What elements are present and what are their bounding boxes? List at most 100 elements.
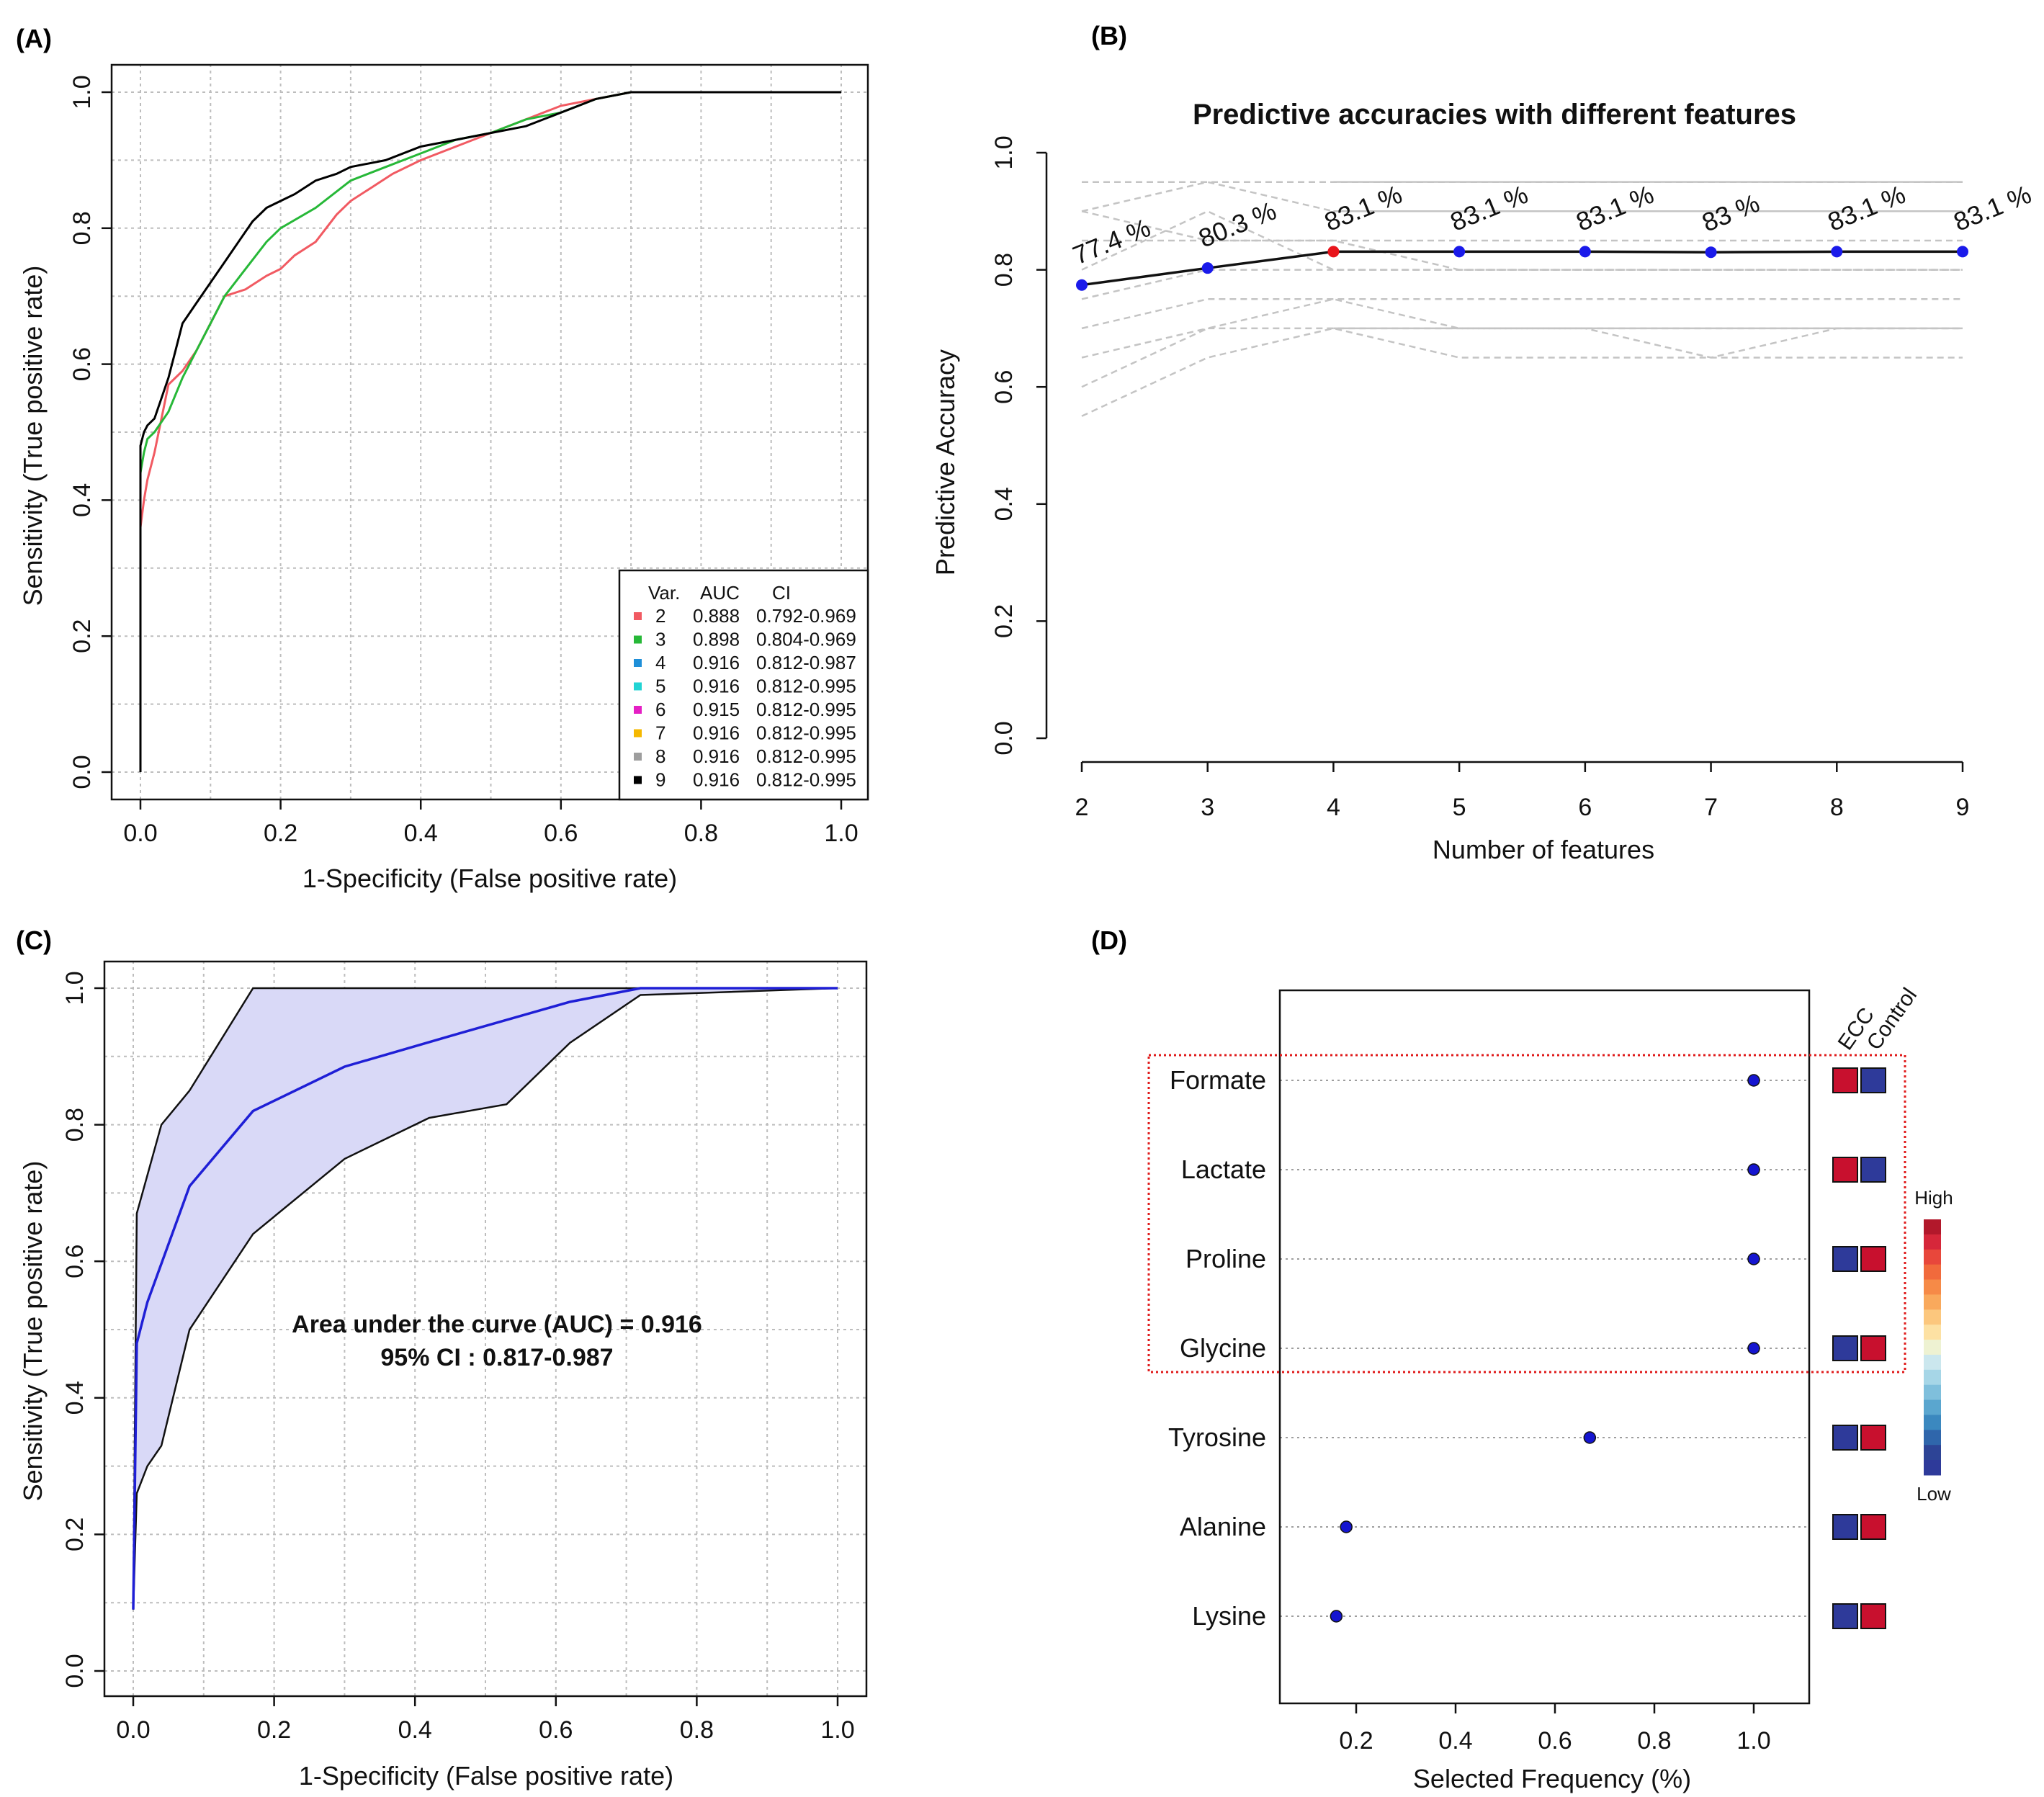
panel-b-ytick-label: 1.0 bbox=[990, 135, 1018, 169]
legend-swatch-7 bbox=[634, 729, 642, 738]
color-scale-step bbox=[1924, 1294, 1941, 1310]
panel-b-ylabel: Predictive Accuracy bbox=[931, 349, 960, 575]
ecc-level-box bbox=[1832, 1603, 1858, 1629]
legend-ci-2: 0.792-0.969 bbox=[756, 605, 856, 627]
frequency-point-tyrosine bbox=[1583, 1431, 1597, 1444]
panel-a-ticks: 0.0 0.2 0.4 0.6 0.8 1.0 0.0 0.2 0.4 0.6 0.8 1.0 bbox=[68, 75, 859, 847]
panel-b-letter: (B) bbox=[1091, 21, 1127, 50]
ecc-level-box bbox=[1832, 1425, 1858, 1451]
legend-swatch-9 bbox=[634, 776, 642, 784]
accuracy-label: 83.1 % bbox=[1320, 179, 1406, 237]
legend-ci-4: 0.812-0.987 bbox=[756, 652, 856, 673]
panel-c-xtick-label: 0.0 bbox=[116, 1716, 150, 1744]
panel-d: (D) Formate Lactate Proline Glycine Tyrosine… bbox=[1091, 926, 1953, 1793]
panel-a-xtick-label: 0.2 bbox=[264, 820, 297, 847]
panel-d-frame bbox=[1278, 989, 1811, 1705]
color-scale-step bbox=[1924, 1399, 1941, 1415]
color-scale-low-label: Low bbox=[1917, 1483, 1951, 1505]
frequency-point-lactate bbox=[1747, 1163, 1760, 1176]
legend-header-ci: CI bbox=[772, 582, 791, 604]
legend-auc-5: 0.916 bbox=[693, 676, 740, 697]
legend-auc-9: 0.916 bbox=[693, 769, 740, 791]
panel-d-xtick-label: 0.4 bbox=[1438, 1727, 1472, 1755]
legend-ci-6: 0.812-0.995 bbox=[756, 699, 856, 720]
legend-var-3: 3 bbox=[655, 629, 665, 650]
panel-d-category-labels: Formate Lactate Proline Glycine Tyrosine Alan… bbox=[1168, 1065, 1266, 1631]
legend-header-auc: AUC bbox=[700, 582, 740, 604]
control-level-box bbox=[1860, 1335, 1886, 1361]
accuracy-label: 83.1 % bbox=[1572, 179, 1657, 237]
panel-c: (C) 0.0 0.2 0.4 0.6 0.8 1.0 0.0 0.2 0.4 0.6 0.8 1.0… bbox=[16, 926, 868, 1791]
legend-swatch-3 bbox=[634, 635, 642, 644]
accuracy-point bbox=[1076, 279, 1088, 291]
color-scale-step bbox=[1924, 1279, 1941, 1295]
panel-d-letter: (D) bbox=[1091, 926, 1127, 955]
panel-c-ytick-label: 0.2 bbox=[61, 1518, 89, 1551]
legend-ci-7: 0.812-0.995 bbox=[756, 722, 856, 744]
panel-d-xtick-label: 0.8 bbox=[1637, 1727, 1671, 1755]
legend-swatch-5 bbox=[634, 682, 642, 691]
legend-var-6: 6 bbox=[655, 699, 665, 720]
panel-c-xtick-label: 0.6 bbox=[539, 1716, 573, 1744]
accuracy-label: 77.4 % bbox=[1069, 212, 1155, 270]
accuracy-point bbox=[1327, 246, 1340, 258]
panel-a-ytick-label: 0.0 bbox=[68, 755, 96, 789]
legend-var-2: 2 bbox=[655, 605, 665, 627]
panel-c-frame bbox=[103, 960, 868, 1698]
panel-c-ytick-label: 0.0 bbox=[61, 1654, 89, 1688]
background-run bbox=[1081, 298, 1963, 388]
control-level-box bbox=[1860, 1603, 1886, 1629]
color-scale-step bbox=[1924, 1249, 1941, 1265]
panel-a: (A) 0.0 0.2 0.4 0.6 0.8 1.0 0.0 0.2 0.4 0.6 0.8 1.0… bbox=[16, 24, 869, 893]
accuracy-point bbox=[1579, 246, 1591, 258]
control-level-box bbox=[1860, 1425, 1886, 1451]
category-label-lysine: Lysine bbox=[1192, 1601, 1266, 1631]
panel-a-xtick-label: 1.0 bbox=[824, 820, 858, 847]
panel-c-xtick-label: 1.0 bbox=[820, 1716, 854, 1744]
accuracy-label: 83.1 % bbox=[1950, 179, 2035, 237]
panel-c-xlabel: 1-Specificity (False positive rate) bbox=[299, 1761, 673, 1791]
panel-d-level-boxes bbox=[1832, 1067, 1886, 1629]
panel-d-xtick-label: 1.0 bbox=[1736, 1727, 1770, 1755]
color-scale-step bbox=[1924, 1340, 1941, 1355]
panel-a-ytick-label: 0.2 bbox=[68, 619, 96, 653]
panel-a-xtick-label: 0.6 bbox=[544, 820, 578, 847]
background-run bbox=[1081, 327, 1963, 417]
panel-b-ytick-label: 0.0 bbox=[990, 721, 1018, 755]
legend-var-9: 9 bbox=[655, 769, 665, 791]
control-level-box bbox=[1860, 1157, 1886, 1183]
panel-a-grid bbox=[112, 65, 868, 799]
legend-ci-8: 0.812-0.995 bbox=[756, 745, 856, 767]
panel-c-ytick-label: 0.8 bbox=[61, 1108, 89, 1142]
panel-b-xtick-label: 9 bbox=[1956, 794, 1970, 821]
panel-b-xlabel: Number of features bbox=[1433, 835, 1654, 864]
legend-header-var: Var. bbox=[648, 582, 680, 604]
legend-ci-9: 0.812-0.995 bbox=[756, 769, 856, 791]
panel-c-ytick-label: 0.4 bbox=[61, 1381, 89, 1415]
category-label-formate: Formate bbox=[1170, 1065, 1266, 1095]
mean-roc-curve bbox=[132, 987, 838, 1610]
panel-c-xtick-label: 0.4 bbox=[398, 1716, 432, 1744]
legend-var-7: 7 bbox=[655, 722, 665, 744]
ecc-level-box bbox=[1832, 1246, 1858, 1272]
legend-var-8: 8 bbox=[655, 745, 665, 767]
panel-d-points bbox=[1330, 1074, 1760, 1623]
color-scale-step bbox=[1924, 1369, 1941, 1386]
color-scale bbox=[1924, 1219, 1941, 1476]
ecc-level-box bbox=[1832, 1514, 1858, 1540]
color-scale-step bbox=[1924, 1445, 1941, 1461]
panel-a-curves bbox=[139, 91, 841, 772]
panel-c-letter: (C) bbox=[16, 926, 52, 955]
panel-a-xtick-label: 0.0 bbox=[123, 820, 157, 847]
legend-swatch-4 bbox=[634, 659, 642, 667]
panel-b-title: Predictive accuracies with different fea… bbox=[1193, 99, 1796, 130]
background-run bbox=[1081, 269, 1963, 300]
panel-b-xtick-label: 2 bbox=[1075, 794, 1089, 821]
legend-auc-2: 0.888 bbox=[693, 605, 740, 627]
panel-b-xtick-label: 4 bbox=[1327, 794, 1340, 821]
ecc-level-box bbox=[1832, 1335, 1858, 1361]
legend-auc-8: 0.916 bbox=[693, 745, 740, 767]
ci-bound-lower bbox=[132, 987, 838, 1610]
panel-b-xtick-label: 6 bbox=[1578, 794, 1592, 821]
frequency-point-lysine bbox=[1330, 1610, 1343, 1623]
